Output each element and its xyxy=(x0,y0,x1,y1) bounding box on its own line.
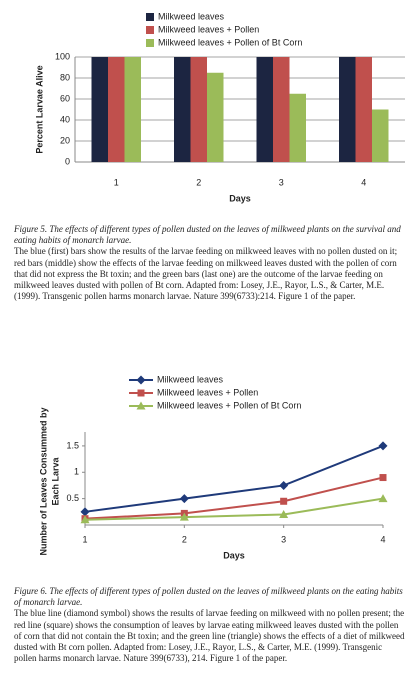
bar xyxy=(108,57,125,162)
bar xyxy=(207,72,224,162)
y-tick-label: 0 xyxy=(65,156,70,166)
point xyxy=(179,512,189,521)
legend-marker xyxy=(136,375,146,385)
bar xyxy=(256,57,273,162)
y-tick-label: 1.5 xyxy=(66,440,79,450)
point xyxy=(279,509,289,518)
legend-label: Milkweed leaves + Pollen xyxy=(158,24,259,34)
point xyxy=(379,474,387,482)
bar xyxy=(190,57,207,162)
y-axis-label: Number of Leaves Consummed by xyxy=(38,407,48,555)
legend-marker xyxy=(137,389,145,397)
legend-label: Milkweed leaves + Pollen of Bt Corn xyxy=(158,37,302,47)
legend-label: Milkweed leaves xyxy=(158,11,225,21)
point xyxy=(280,497,288,505)
series-line xyxy=(84,444,384,513)
x-tick-label: 4 xyxy=(361,177,366,187)
y-tick-label: 0.5 xyxy=(66,493,79,503)
legend-label: Milkweed leaves + Pollen of Bt Corn xyxy=(157,400,301,410)
bar xyxy=(174,57,191,162)
y-tick-label: 60 xyxy=(60,93,70,103)
legend-swatch xyxy=(146,26,154,34)
caption-body: The blue line (diamond symbol) shows the… xyxy=(14,608,405,664)
bar xyxy=(91,57,108,162)
bar xyxy=(124,57,141,162)
legend-label: Milkweed leaves + Pollen xyxy=(157,387,258,397)
bar xyxy=(273,57,290,162)
y-tick-label: 80 xyxy=(60,72,70,82)
caption-title: Figure 5. The effects of different types… xyxy=(14,224,401,246)
line-chart: Milkweed leaves Milkweed leaves + Pollen M… xyxy=(38,374,388,560)
y-tick-label: 20 xyxy=(60,135,70,145)
bar xyxy=(355,57,372,162)
caption-body: The blue (first) bars show the results o… xyxy=(14,246,398,302)
y-tick-label: 100 xyxy=(55,51,70,61)
point xyxy=(80,507,90,517)
legend-swatch xyxy=(146,13,154,21)
x-tick-label: 3 xyxy=(279,177,284,187)
series-line xyxy=(84,497,384,521)
caption: Figure 5. The effects of different types… xyxy=(14,224,406,302)
caption: Figure 6. The effects of different types… xyxy=(14,586,406,664)
x-axis-label: Days xyxy=(223,550,245,560)
caption-title: Figure 6. The effects of different types… xyxy=(14,586,403,608)
y-axis-label: Percent Larvae Alive xyxy=(34,65,44,153)
point xyxy=(378,441,388,451)
y-tick-label: 1 xyxy=(74,467,79,477)
bar xyxy=(339,57,356,162)
point xyxy=(279,480,289,490)
bar-chart: Milkweed leaves Milkweed leaves + Pollen M… xyxy=(34,11,405,203)
x-tick-label: 1 xyxy=(82,534,87,544)
point xyxy=(80,515,90,524)
x-tick-label: 2 xyxy=(196,177,201,187)
legend-label: Milkweed leaves xyxy=(157,374,224,384)
point xyxy=(378,494,388,503)
y-tick-label: 40 xyxy=(60,114,70,124)
x-tick-label: 3 xyxy=(281,534,286,544)
x-axis-label: Days xyxy=(229,193,251,203)
x-tick-label: 2 xyxy=(182,534,187,544)
legend-swatch xyxy=(146,39,154,47)
bar xyxy=(372,109,389,162)
x-tick-label: 4 xyxy=(380,534,385,544)
series-line xyxy=(84,476,384,520)
point xyxy=(179,494,189,504)
x-tick-label: 1 xyxy=(114,177,119,187)
legend-marker xyxy=(136,401,146,410)
bar xyxy=(289,93,306,162)
y-axis-label: Each Larva xyxy=(50,456,60,505)
